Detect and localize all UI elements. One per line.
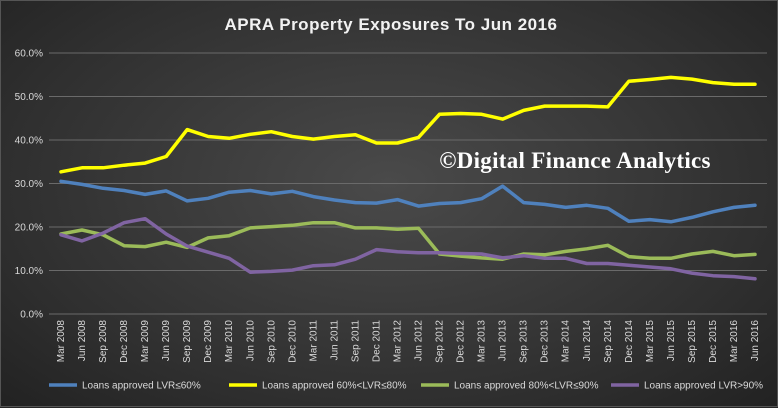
series-line xyxy=(59,216,757,281)
x-tick-label: Mar 2014 xyxy=(561,320,572,363)
x-tick-label: Jun 2015 xyxy=(666,320,677,362)
x-tick-label: Dec 2010 xyxy=(287,320,298,363)
x-tick-label: Mar 2008 xyxy=(56,320,67,363)
series-line xyxy=(59,220,757,261)
watermark-text: ©Digital Finance Analytics xyxy=(439,148,711,173)
x-tick-label: Jun 2010 xyxy=(245,320,256,362)
series-line xyxy=(59,179,757,224)
series-line xyxy=(59,75,757,174)
x-tick-label: Mar 2010 xyxy=(224,320,235,363)
x-tick-label: Mar 2009 xyxy=(140,320,151,363)
x-tick-label: Jun 2016 xyxy=(750,320,761,362)
x-tick-label: Jun 2014 xyxy=(582,320,593,362)
y-tick-label: 40.0% xyxy=(15,136,43,147)
y-tick-label: 0.0% xyxy=(20,310,43,321)
x-tick-label: Mar 2012 xyxy=(392,320,403,363)
x-tick-label: Sep 2010 xyxy=(266,320,277,363)
y-tick-label: 10.0% xyxy=(15,266,43,277)
x-tick-label: Sep 2015 xyxy=(687,320,698,363)
x-tick-label: Dec 2009 xyxy=(203,320,214,363)
x-tick-label: Sep 2008 xyxy=(98,320,109,363)
x-tick-label: Jun 2008 xyxy=(77,320,88,362)
legend-label: Loans approved 80%<LVR≤90% xyxy=(454,381,599,392)
series-lines xyxy=(59,75,757,281)
legend-label: Loans approved LVR≤60% xyxy=(82,381,201,392)
y-tick-label: 20.0% xyxy=(15,223,43,234)
x-tick-label: Jun 2009 xyxy=(161,320,172,362)
x-tick-label: Dec 2011 xyxy=(371,320,382,363)
legend-label: Loans approved 60%<LVR≤80% xyxy=(262,381,407,392)
x-tick-label: Mar 2015 xyxy=(645,320,656,363)
x-axis-ticks: Mar 2008 Jun 2008 Sep 2008 Dec 2008 Mar 2009… xyxy=(56,320,761,363)
x-tick-label: Dec 2008 xyxy=(119,320,130,363)
x-tick-label: Dec 2012 xyxy=(456,320,467,363)
x-tick-label: Sep 2012 xyxy=(435,320,446,363)
y-tick-label: 60.0% xyxy=(15,49,43,60)
chart-title: APRA Property Exposures To Jun 2016 xyxy=(224,15,557,34)
gridlines xyxy=(49,52,767,315)
x-tick-label: Dec 2013 xyxy=(540,320,551,363)
y-tick-label: 30.0% xyxy=(15,179,43,190)
y-axis-ticks: 0.0% 10.0% 20.0% 30.0% 40.0% 50.0% 60.0% xyxy=(15,49,43,321)
legend-label: Loans approved LVR>90% xyxy=(644,381,763,392)
x-tick-label: Mar 2011 xyxy=(308,320,319,362)
legend: Loans approved LVR≤60% Loans approved 60%… xyxy=(49,381,763,392)
x-tick-label: Sep 2009 xyxy=(182,320,193,363)
y-tick-label: 50.0% xyxy=(15,92,43,103)
x-tick-label: Mar 2013 xyxy=(477,320,488,363)
x-tick-label: Sep 2013 xyxy=(519,320,530,363)
x-tick-label: Sep 2011 xyxy=(350,320,361,363)
x-tick-label: Jun 2013 xyxy=(498,320,509,362)
x-tick-label: Mar 2016 xyxy=(729,320,740,363)
x-tick-label: Jun 2012 xyxy=(414,320,425,362)
x-tick-label: Dec 2015 xyxy=(708,320,719,363)
x-tick-label: Sep 2014 xyxy=(603,320,614,363)
x-tick-label: Dec 2014 xyxy=(624,320,635,363)
x-tick-label: Jun 2011 xyxy=(329,320,340,361)
